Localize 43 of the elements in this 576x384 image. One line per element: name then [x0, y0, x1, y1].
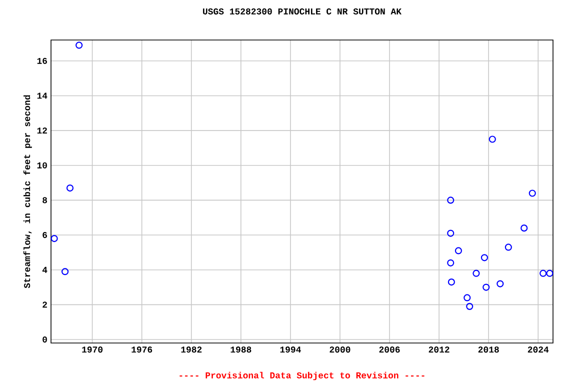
x-tick-label: 1994 — [280, 346, 301, 353]
chart-title: USGS 15282300 PINOCHLE C NR SUTTON AK — [203, 8, 402, 14]
point — [448, 278, 456, 286]
point — [466, 302, 474, 310]
point — [520, 224, 528, 232]
x-tick-label: 2000 — [330, 346, 350, 353]
point — [480, 254, 488, 262]
y-tick-label: 0 — [42, 336, 47, 343]
point — [447, 230, 454, 237]
point — [447, 196, 454, 204]
point — [546, 270, 554, 277]
y-tick-label: 4 — [42, 266, 48, 273]
x-tick-label: 2018 — [478, 346, 499, 353]
point — [454, 247, 462, 254]
x-tick-label: 1976 — [132, 346, 152, 353]
point — [488, 136, 496, 143]
point — [472, 270, 480, 277]
point — [66, 184, 74, 192]
point — [482, 284, 490, 291]
y-axis-title: Streamflow, in cubic feet per second — [23, 95, 32, 288]
point — [528, 190, 536, 197]
point — [76, 42, 83, 49]
x-tick-label: 2024 — [528, 346, 549, 353]
point — [464, 294, 471, 302]
y-tick-label: 8 — [42, 197, 48, 204]
y-tick-label: 16 — [37, 58, 47, 64]
x-tick-label: 1982 — [181, 346, 202, 353]
point — [50, 234, 58, 242]
x-tick-label: 2012 — [428, 346, 450, 353]
x-tick-label: 1970 — [82, 346, 103, 353]
point — [504, 244, 512, 251]
x-tick-label: 1988 — [230, 346, 252, 353]
text: ---- Provisional Data Subject to Revision ---- — [180, 372, 424, 380]
y-tick-label: 6 — [42, 232, 47, 238]
y-tick-label: 10 — [37, 162, 47, 168]
point — [540, 270, 547, 277]
y-tick-label: 14 — [37, 92, 48, 99]
point — [496, 280, 504, 288]
point — [447, 259, 454, 266]
point — [61, 268, 69, 276]
y-tick-label: 2 — [42, 302, 47, 308]
x-tick-label: 2006 — [379, 346, 400, 353]
y-tick-label: 12 — [37, 128, 47, 134]
